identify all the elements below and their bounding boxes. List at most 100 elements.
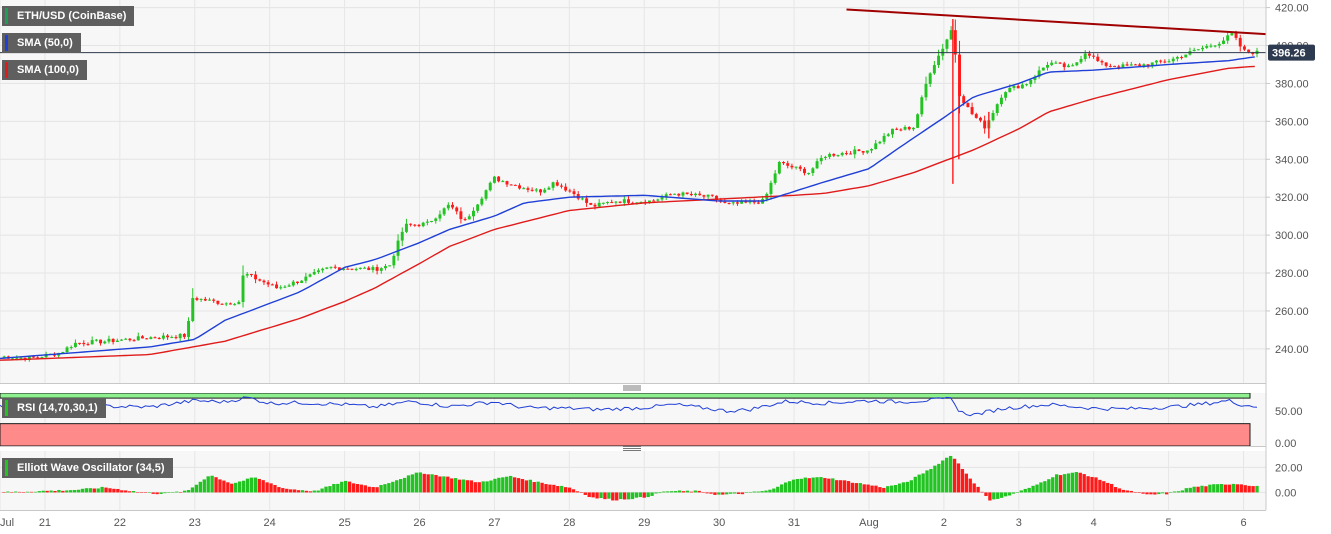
candle-body xyxy=(870,149,873,151)
x-tick-label: 2 xyxy=(941,517,947,529)
candle-body xyxy=(505,181,509,185)
ewo-bar xyxy=(748,491,752,493)
ewo-bar xyxy=(811,477,815,493)
candle-body xyxy=(782,162,786,164)
ewo-bar xyxy=(1216,484,1220,493)
candle-body xyxy=(99,339,103,344)
ewo-bar xyxy=(709,492,713,494)
candle-body xyxy=(1205,46,1209,48)
candle-body xyxy=(103,341,107,344)
ewo-bar xyxy=(120,490,124,493)
ewo-bar xyxy=(163,492,167,494)
ewo-bar xyxy=(1133,492,1137,493)
ewo-bar xyxy=(952,458,957,493)
candle-body xyxy=(170,337,174,339)
legend-sma50[interactable]: SMA (50,0) xyxy=(2,33,81,53)
candle-body xyxy=(484,190,488,199)
candle-body xyxy=(279,287,283,289)
ewo-bar xyxy=(395,480,399,493)
ewo-bar xyxy=(540,482,544,493)
ewo-bar xyxy=(1235,484,1240,493)
ewo-bar xyxy=(536,481,540,493)
ewo-bar xyxy=(402,477,407,493)
candle-body xyxy=(995,104,999,113)
ewo-bar xyxy=(642,492,646,498)
candle-body xyxy=(275,284,279,289)
ewo-bar xyxy=(846,481,851,493)
ewo-bar xyxy=(563,487,568,493)
ewo-bar xyxy=(878,487,882,493)
ewo-bar xyxy=(214,477,218,493)
ewo-bar xyxy=(1192,486,1196,493)
ewo-bar xyxy=(607,492,611,499)
sma100-line xyxy=(0,65,1255,361)
candle-body xyxy=(212,299,216,301)
candle-body xyxy=(233,304,237,306)
rsi-oversold-zone xyxy=(0,423,1251,446)
legend-rsi[interactable]: RSI (14,70,30,1) xyxy=(2,398,106,418)
ewo-bar xyxy=(866,484,870,493)
ewo-bar xyxy=(202,479,206,493)
ewo-bar xyxy=(556,486,560,493)
ewo-bar xyxy=(909,480,914,493)
ewo-bar xyxy=(571,489,576,493)
ewo-bar xyxy=(383,484,387,493)
ewo-bar xyxy=(179,492,183,493)
candle-body xyxy=(90,340,94,345)
ewo-bar xyxy=(1051,477,1055,493)
candle-body xyxy=(346,268,350,270)
rsi-panel xyxy=(0,393,1258,446)
candle-body xyxy=(740,201,744,204)
ewo-bar xyxy=(501,477,505,493)
ewo-bar xyxy=(567,487,572,493)
candle-body xyxy=(509,184,513,186)
candle-body xyxy=(94,339,98,341)
candle-body xyxy=(874,143,878,150)
legend-ewo[interactable]: Elliott Wave Oscillator (34,5) xyxy=(2,458,173,478)
ewo-bar xyxy=(375,487,379,493)
price-tick-label: 380.00 xyxy=(1275,78,1309,90)
candle-body xyxy=(65,347,69,353)
candle-body xyxy=(488,182,492,191)
ewo-bar xyxy=(913,476,917,493)
ewo-bar xyxy=(116,488,120,493)
candle-body xyxy=(1184,54,1188,58)
candle-body xyxy=(706,194,710,197)
ewo-bar xyxy=(226,482,230,493)
ewo-bar xyxy=(776,486,780,493)
candle-body xyxy=(19,357,23,359)
ewo-bar xyxy=(760,491,764,493)
ewo-bar xyxy=(190,487,195,493)
ewo-bar xyxy=(886,486,890,493)
ewo-bar xyxy=(1141,492,1145,494)
candle-body xyxy=(350,268,354,270)
ewo-bar xyxy=(787,481,792,493)
candle-body xyxy=(254,274,258,280)
candle-body xyxy=(342,268,346,270)
candle-body xyxy=(467,216,471,220)
legend-price[interactable]: ETH/USD (CoinBase) xyxy=(2,6,135,26)
ewo-bar xyxy=(1047,479,1051,493)
candle-body xyxy=(400,231,404,241)
candle-body xyxy=(1238,37,1242,47)
candle-body xyxy=(903,127,907,130)
candle-body xyxy=(891,128,894,135)
candle-body xyxy=(580,198,584,200)
x-tick-label: 21 xyxy=(39,517,51,529)
legend-sma100[interactable]: SMA (100,0) xyxy=(2,60,87,80)
ewo-bar xyxy=(159,492,163,494)
ewo-bar xyxy=(508,475,513,493)
candle-body xyxy=(928,73,932,84)
candle-body xyxy=(1142,64,1146,67)
ewo-bar xyxy=(289,489,293,493)
price-tick-label: 320.00 xyxy=(1275,192,1309,204)
ewo-bar xyxy=(336,483,340,493)
candle-body xyxy=(752,201,756,203)
ewo-bar xyxy=(677,490,682,493)
candle-body xyxy=(798,166,802,169)
ewo-bar xyxy=(124,490,128,493)
ewo-bar xyxy=(1243,485,1247,493)
candle-body xyxy=(1092,55,1096,57)
candle-body xyxy=(622,199,626,203)
x-tick-label: 27 xyxy=(488,517,500,529)
